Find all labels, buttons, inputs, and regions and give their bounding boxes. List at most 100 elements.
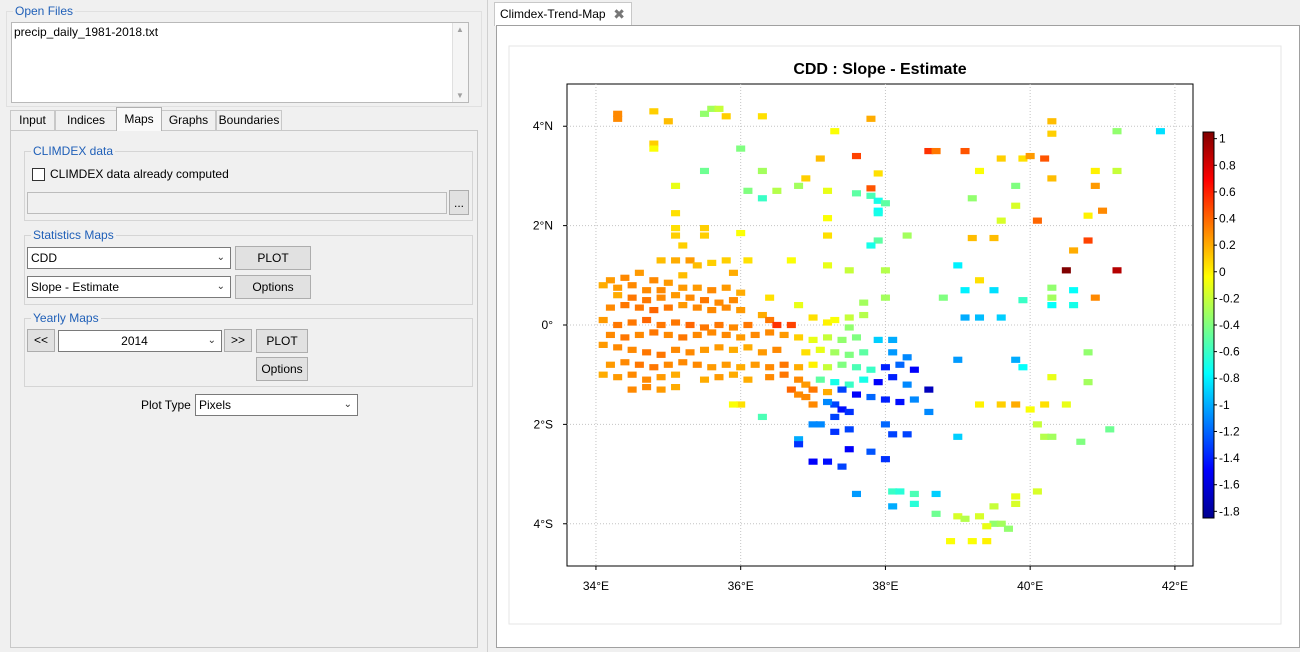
tab-input[interactable]: Input [10, 110, 55, 130]
data-cell [598, 316, 608, 324]
data-cell [960, 287, 970, 294]
statistic-select[interactable]: Slope - Estimate ⌄ [27, 276, 231, 298]
chart-title: CDD : Slope - Estimate [793, 61, 966, 78]
data-cell [714, 321, 724, 329]
scroll-up-icon[interactable]: ▲ [456, 25, 464, 34]
yearly-plot-button[interactable]: PLOT [256, 329, 308, 353]
data-cell [960, 314, 970, 321]
data-cell [1098, 207, 1108, 214]
file-list-scrollbar[interactable]: ▲ ▼ [452, 23, 468, 102]
data-cell [685, 349, 695, 356]
data-cell [794, 334, 804, 341]
data-cell [671, 292, 681, 299]
data-cell [707, 105, 717, 112]
data-cell [1090, 182, 1100, 189]
data-cell [866, 393, 876, 401]
data-cell [1011, 202, 1021, 209]
data-cell [1047, 130, 1057, 137]
data-cell [627, 319, 637, 326]
data-cell [671, 319, 681, 326]
data-cell [974, 314, 985, 321]
data-cell [699, 346, 710, 353]
data-cell [634, 361, 644, 368]
y-tick-label: 4°N [533, 119, 553, 133]
data-cell [808, 401, 818, 408]
year-select[interactable]: 2014 ⌄ [58, 330, 222, 352]
close-icon[interactable]: ✖ [613, 6, 625, 22]
data-cell [757, 349, 767, 356]
data-cell [794, 376, 804, 383]
data-cell [692, 304, 702, 311]
browse-button[interactable]: ... [449, 190, 469, 215]
climdex-data-title: CLIMDEX data [31, 144, 116, 158]
x-tick-label: 34°E [583, 579, 609, 593]
open-files-list[interactable]: precip_daily_1981-2018.txt ▲ ▼ [11, 22, 469, 103]
data-cell [880, 267, 890, 274]
statistics-maps-title: Statistics Maps [31, 228, 116, 242]
data-cell [823, 215, 833, 222]
data-cell [605, 277, 615, 284]
tab-graphs[interactable]: Graphs [161, 110, 216, 130]
data-cell [736, 364, 746, 371]
tab-maps[interactable]: Maps [116, 107, 162, 131]
data-cell [649, 140, 659, 147]
next-year-button[interactable]: >> [224, 329, 252, 352]
data-cell [1090, 294, 1100, 301]
data-cell [649, 145, 659, 152]
data-cell [989, 287, 999, 294]
colorbar [1202, 131, 1215, 519]
data-cell [974, 167, 985, 175]
data-cell [613, 321, 623, 329]
data-cell [620, 359, 630, 366]
data-cell [902, 232, 912, 239]
data-cell [808, 314, 818, 321]
index-select[interactable]: CDD ⌄ [27, 247, 231, 269]
yearly-options-button[interactable]: Options [256, 357, 308, 381]
x-axis-ticks: 34°E 36°E 38°E 40°E 42°E [583, 566, 1188, 593]
data-cell [1032, 421, 1042, 428]
gridlines [567, 84, 1193, 566]
data-cell [924, 386, 934, 393]
data-cell [823, 458, 833, 465]
data-cell [678, 272, 688, 279]
statistics-options-button[interactable]: Options [235, 275, 311, 299]
tab-boundaries[interactable]: Boundaries [216, 110, 282, 130]
data-cell [649, 329, 659, 336]
data-cell [620, 334, 630, 341]
data-cell [743, 187, 753, 194]
data-cell [1018, 297, 1028, 304]
data-cell [692, 361, 702, 368]
data-cell [794, 182, 804, 189]
scroll-down-icon[interactable]: ▼ [456, 91, 464, 100]
x-tick-label: 36°E [728, 579, 754, 593]
statistics-plot-button[interactable]: PLOT [235, 246, 311, 270]
data-cell [1112, 267, 1122, 274]
climdex-computed-checkbox[interactable] [32, 168, 45, 181]
data-cell [974, 401, 985, 408]
tab-indices[interactable]: Indices [55, 110, 117, 130]
plot-type-select[interactable]: Pixels ⌄ [195, 394, 358, 416]
data-cell [786, 257, 796, 264]
data-cell [989, 503, 999, 510]
file-item[interactable]: precip_daily_1981-2018.txt [14, 25, 159, 39]
data-cell [888, 488, 898, 495]
trend-map-chart: CDD : Slope - Estimate 34°E 36°E 38°E 40°E 4… [508, 45, 1282, 625]
chevron-down-icon: ⌄ [216, 252, 225, 263]
climdex-path-field[interactable] [27, 192, 447, 214]
data-cell [880, 421, 890, 428]
data-cell [613, 115, 623, 122]
data-cell [967, 538, 977, 545]
previous-year-button[interactable]: << [27, 329, 55, 352]
data-cell [794, 364, 804, 371]
data-cell [721, 284, 731, 291]
data-cell [728, 269, 738, 276]
colorbar-tick-label: 1 [1219, 132, 1226, 146]
data-cell [815, 346, 825, 353]
document-tab[interactable]: Climdex-Trend-Map ✖ [494, 2, 632, 26]
plot-type-label: Plot Type [141, 398, 191, 412]
data-cell [692, 262, 702, 269]
data-cell [1032, 488, 1042, 495]
y-tick-label: 2°S [534, 417, 553, 431]
data-cell [1083, 212, 1093, 219]
data-cell [765, 364, 775, 371]
